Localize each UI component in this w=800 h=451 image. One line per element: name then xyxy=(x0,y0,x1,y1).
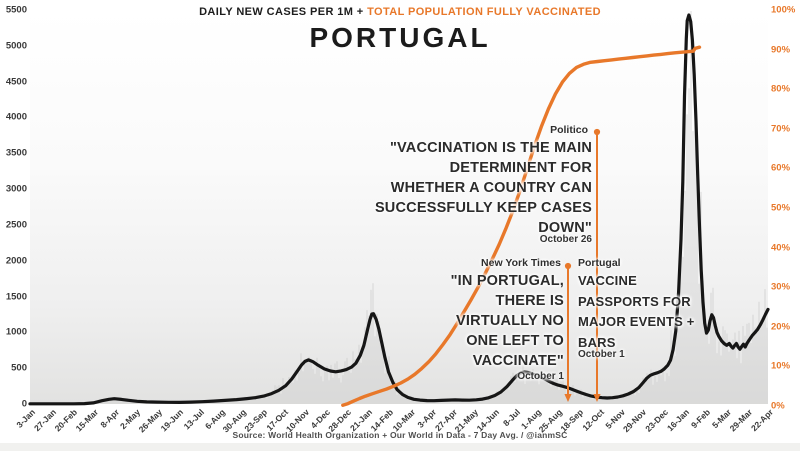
annotation-nyt-source: New York Times xyxy=(481,257,561,269)
annotation-nyt-date: October 1 xyxy=(517,371,564,382)
y-axis-left-tick: 2000 xyxy=(5,255,27,267)
y-axis-right-tick: 40% xyxy=(771,242,791,254)
footer-strip xyxy=(0,443,800,451)
y-axis-left-tick: 500 xyxy=(11,362,27,374)
y-axis-right-tick: 20% xyxy=(771,321,791,333)
annotation-nyt-quote: "IN PORTUGAL, THERE IS VIRTUALLY NO ONE … xyxy=(450,273,564,369)
y-axis-right-tick: 50% xyxy=(771,202,791,214)
y-axis-right-tick: 0% xyxy=(771,400,785,412)
annotation-politico-source: Politico xyxy=(550,124,588,136)
subtitle-vaccinated-part: TOTAL POPULATION FULLY VACCINATED xyxy=(367,6,601,18)
y-axis-right-tick: 80% xyxy=(771,83,791,95)
y-axis-left-tick: 3500 xyxy=(5,147,27,159)
y-axis-left-tick: 4000 xyxy=(5,111,27,123)
y-axis-left-tick: 5500 xyxy=(5,4,27,16)
y-axis-right-tick: 60% xyxy=(771,162,791,174)
annotation-politico-date: October 26 xyxy=(539,234,592,245)
y-axis-left-tick: 3000 xyxy=(5,183,27,195)
annotation-politico-quote: "VACCINATION IS THE MAIN DETERMINENT FOR… xyxy=(374,140,592,236)
y-axis-left-tick: 0 xyxy=(21,398,27,410)
annotation-portugal-source: Portugal xyxy=(578,257,621,269)
y-axis-left-tick: 1000 xyxy=(5,326,27,338)
y-axis-right-tick: 30% xyxy=(771,281,791,293)
y-axis-right-tick: 70% xyxy=(771,123,791,135)
annotation-portugal-date: October 1 xyxy=(578,349,625,360)
y-axis-right-tick: 10% xyxy=(771,360,791,372)
annotation-portugal-text: VACCINE PASSPORTS FOR MAJOR EVENTS + BAR… xyxy=(578,273,695,350)
y-axis-right-tick: 100% xyxy=(771,4,796,16)
y-axis-left-tick: 1500 xyxy=(5,291,27,303)
y-axis-left-tick: 4500 xyxy=(5,76,27,88)
chart-title-country: PORTUGAL xyxy=(309,22,491,53)
chart-subtitle: DAILY NEW CASES PER 1M + TOTAL POPULATIO… xyxy=(0,6,800,18)
subtitle-cases-part: DAILY NEW CASES PER 1M + xyxy=(199,6,368,18)
y-axis-left-tick: 5000 xyxy=(5,40,27,52)
y-axis-right-tick: 90% xyxy=(771,44,791,56)
source-attribution: Source: World Health Organization + Our … xyxy=(232,430,568,440)
y-axis-left-tick: 2500 xyxy=(5,219,27,231)
